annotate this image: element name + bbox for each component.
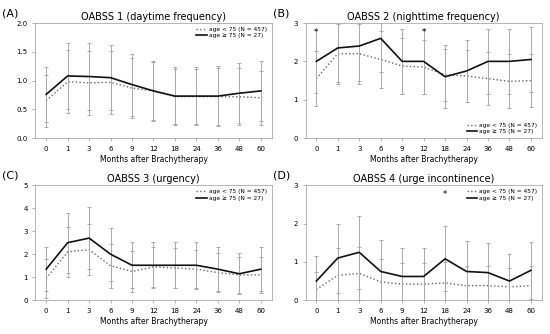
Text: (D): (D) <box>273 171 290 181</box>
X-axis label: Months after Brachytherapy: Months after Brachytherapy <box>370 155 477 164</box>
Text: *: * <box>443 190 447 199</box>
Text: (B): (B) <box>273 8 289 18</box>
Legend: age < 75 (N = 457), age ≥ 75 (N = 27): age < 75 (N = 457), age ≥ 75 (N = 27) <box>195 188 268 202</box>
Legend: age < 75 (N = 457), age ≥ 75 (N = 27): age < 75 (N = 457), age ≥ 75 (N = 27) <box>195 26 268 40</box>
X-axis label: Months after Brachytherapy: Months after Brachytherapy <box>100 155 207 164</box>
Title: OABSS 2 (nighttime frequency): OABSS 2 (nighttime frequency) <box>348 12 500 22</box>
X-axis label: Months after Brachytherapy: Months after Brachytherapy <box>370 317 477 326</box>
Text: *: * <box>421 28 426 37</box>
Legend: age < 75 (N = 457), age ≥ 75 (N = 27): age < 75 (N = 457), age ≥ 75 (N = 27) <box>465 188 539 202</box>
X-axis label: Months after Brachytherapy: Months after Brachytherapy <box>100 317 207 326</box>
Title: OABSS 3 (urgency): OABSS 3 (urgency) <box>107 174 200 184</box>
Legend: age < 75 (N = 457), age ≥ 75 (N = 27): age < 75 (N = 457), age ≥ 75 (N = 27) <box>465 122 539 135</box>
Text: (C): (C) <box>2 171 19 181</box>
Title: OABSS 1 (daytime frequency): OABSS 1 (daytime frequency) <box>81 12 226 22</box>
Text: *: * <box>314 28 318 37</box>
Text: (A): (A) <box>2 8 19 18</box>
Title: OABSS 4 (urge incontinence): OABSS 4 (urge incontinence) <box>353 174 494 184</box>
